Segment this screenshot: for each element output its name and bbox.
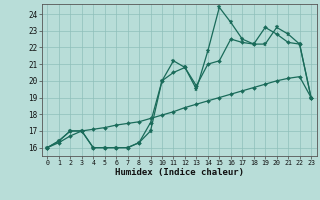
X-axis label: Humidex (Indice chaleur): Humidex (Indice chaleur) (115, 168, 244, 177)
